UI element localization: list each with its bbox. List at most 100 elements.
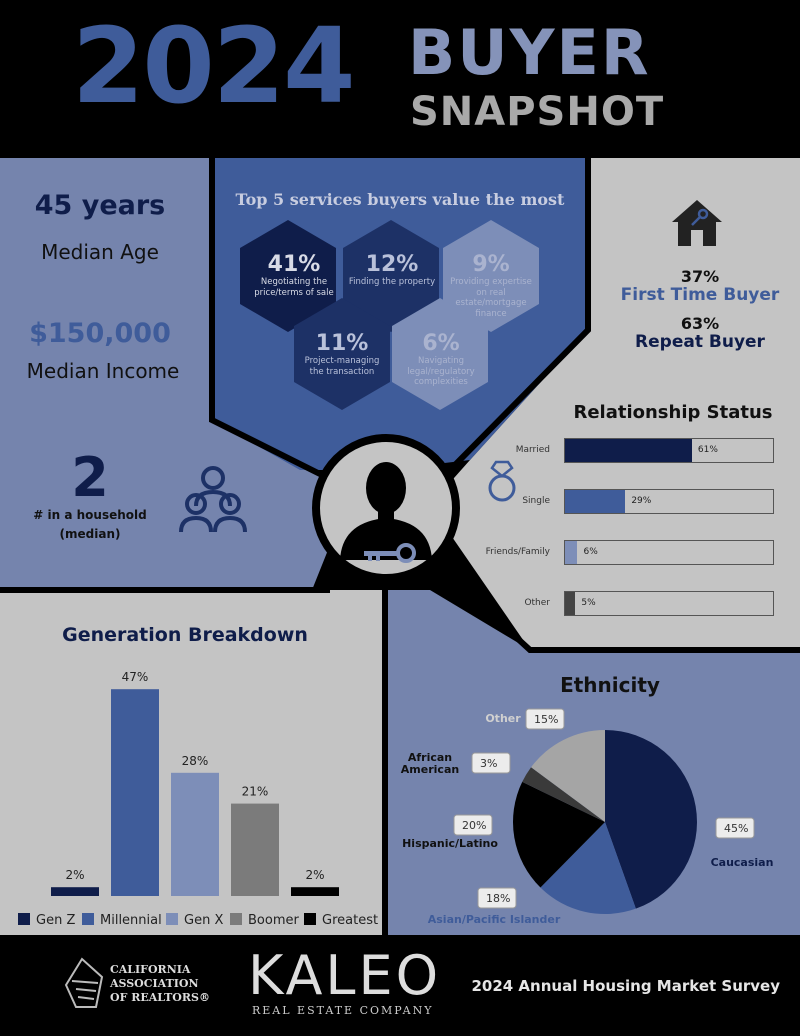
relationship-bar-track: 5% bbox=[564, 591, 774, 616]
generation-value-label: 2% bbox=[305, 868, 324, 882]
demographics-panel bbox=[0, 158, 352, 590]
pie-value-label: 3% bbox=[480, 757, 497, 770]
legend-label: Millennial bbox=[100, 913, 162, 928]
house-icon bbox=[672, 200, 722, 246]
generation-bar bbox=[171, 772, 219, 896]
pie-category-label: Other bbox=[485, 712, 521, 725]
ethnicity-title: Ethnicity bbox=[560, 673, 660, 697]
generation-bar bbox=[111, 689, 159, 896]
title-year: 2024 bbox=[72, 5, 355, 127]
generation-value-label: 2% bbox=[65, 868, 84, 882]
generation-value-label: 21% bbox=[242, 785, 269, 799]
hex-2 bbox=[343, 220, 439, 332]
car-logo-text: CALIFORNIA ASSOCIATION OF REALTORS® bbox=[110, 963, 210, 1004]
generation-panel bbox=[0, 590, 385, 935]
relationship-bar bbox=[565, 541, 578, 564]
service-5-pct: 6% bbox=[422, 331, 460, 356]
hex-4 bbox=[294, 298, 390, 410]
ring-icon bbox=[488, 460, 516, 502]
pie-slice bbox=[531, 730, 605, 822]
hex-1 bbox=[240, 220, 336, 332]
service-3-label: Providing expertise on real estate/mortg… bbox=[450, 277, 532, 319]
title-line-1: BUYER bbox=[408, 16, 651, 89]
generation-value-label: 47% bbox=[122, 670, 149, 684]
pie-tag bbox=[477, 887, 517, 909]
pie-slice bbox=[513, 781, 605, 888]
service-2-label: Finding the property bbox=[348, 277, 436, 287]
first-time-pct: 37% bbox=[680, 267, 720, 286]
pie-value-label: 45% bbox=[724, 822, 748, 835]
services-hexagons bbox=[240, 220, 539, 410]
key-icon bbox=[364, 543, 416, 563]
legend-swatch bbox=[304, 913, 316, 925]
services-title: Top 5 services buyers value the most bbox=[235, 190, 565, 209]
generation-value-label: 28% bbox=[182, 754, 209, 768]
pie-tag bbox=[471, 752, 511, 774]
legend-label: Greatest bbox=[322, 913, 378, 928]
header: 2024 BUYER SNAPSHOT bbox=[0, 0, 800, 158]
car-logo-icon bbox=[64, 957, 104, 1008]
pie-tag bbox=[525, 708, 565, 730]
pie-tag bbox=[453, 814, 493, 836]
hex-5 bbox=[392, 298, 488, 410]
median-income-label: Median Income bbox=[26, 359, 180, 383]
relationship-label: Friends/Family bbox=[485, 547, 550, 557]
pie-category-label: African bbox=[408, 751, 452, 764]
pie-value-label: 18% bbox=[486, 892, 510, 905]
service-4-label: Project-managing the transaction bbox=[304, 356, 380, 377]
car-line-2: ASSOCIATION bbox=[110, 976, 199, 990]
pie-tag bbox=[715, 817, 755, 839]
legend-label: Gen X bbox=[184, 913, 223, 928]
kaleo-logo: KALEO bbox=[248, 944, 442, 1007]
household-value: 2 bbox=[71, 446, 109, 509]
person-icon bbox=[340, 462, 432, 560]
pie-value-label: 20% bbox=[462, 819, 486, 832]
car-line-1: CALIFORNIA bbox=[110, 963, 191, 976]
relationship-value-label: 5% bbox=[581, 598, 596, 608]
relationship-bar-track: 6% bbox=[564, 540, 774, 565]
ethnicity-chart: 45% Caucasian 18% Asian/Pacific Islander 20%… bbox=[401, 708, 774, 926]
repeat-label: Repeat Buyer bbox=[635, 332, 765, 352]
pie-category-label: Asian/Pacific Islander bbox=[428, 913, 561, 926]
pie-category-label: Hispanic/Latino bbox=[402, 837, 498, 850]
relationship-value-label: 61% bbox=[697, 445, 718, 455]
legend-label: Gen Z bbox=[36, 913, 75, 928]
service-3-pct: 9% bbox=[472, 252, 510, 277]
generation-chart: 2% 47% 28% 21% 2% Gen Z Millennial Gen X Boomer G… bbox=[18, 670, 378, 928]
service-2: 12% Finding the property bbox=[347, 252, 437, 288]
survey-title: 2024 Annual Housing Market Survey bbox=[471, 977, 780, 995]
household-label-1: # in a household bbox=[33, 508, 147, 522]
title-line-2: SNAPSHOT bbox=[410, 89, 665, 135]
hex-3 bbox=[443, 220, 539, 332]
first-time-label: First Time Buyer bbox=[620, 285, 780, 305]
footer: CALIFORNIA ASSOCIATION OF REALTORS® KALE… bbox=[0, 935, 800, 1036]
pie-category-label: Caucasian bbox=[711, 856, 774, 869]
relationship-value-label: 29% bbox=[631, 496, 652, 506]
relationship-label: Single bbox=[522, 496, 550, 506]
household-label-2: (median) bbox=[59, 527, 121, 541]
relationship-label: Other bbox=[524, 598, 550, 608]
relationship-panel bbox=[430, 158, 800, 650]
service-5: 6% Navigating legal/regulatory complexit… bbox=[396, 331, 486, 388]
generation-bar bbox=[51, 887, 99, 896]
service-4-pct: 11% bbox=[315, 331, 369, 356]
relationship-bar bbox=[565, 592, 576, 615]
relationship-bar-track: 29% bbox=[564, 489, 774, 514]
legend-swatch bbox=[166, 913, 178, 925]
service-1: 41% Negotiating the price/terms of sale bbox=[246, 252, 342, 298]
relationship-bar-track: 61% bbox=[564, 438, 774, 463]
pie-slice bbox=[522, 767, 605, 822]
relationship-title: Relationship Status bbox=[573, 402, 773, 423]
pie-category-label: American bbox=[401, 763, 459, 776]
generation-title: Generation Breakdown bbox=[62, 624, 308, 646]
service-2-pct: 12% bbox=[365, 252, 419, 277]
relationship-label: Married bbox=[515, 445, 550, 455]
relationship-bar bbox=[565, 439, 692, 462]
legend-swatch bbox=[18, 913, 30, 925]
family-icon bbox=[179, 466, 247, 533]
service-5-label: Navigating legal/regulatory complexities bbox=[407, 356, 475, 388]
kaleo-subtitle: REAL ESTATE COMPANY bbox=[252, 1004, 434, 1017]
pie-value-label: 15% bbox=[534, 713, 558, 726]
median-age-value: 45 years bbox=[34, 190, 166, 221]
legend-label: Boomer bbox=[248, 913, 299, 928]
